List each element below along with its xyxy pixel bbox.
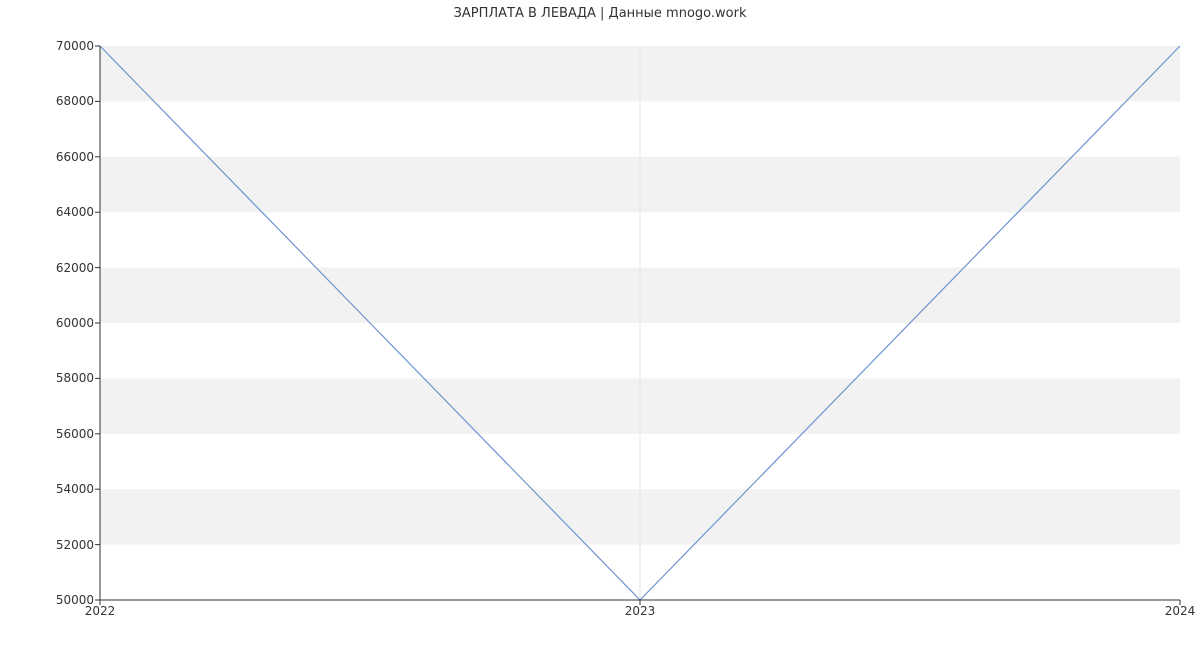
y-tick-label: 54000 — [34, 482, 94, 496]
y-tick-label: 56000 — [34, 427, 94, 441]
y-tick-label: 58000 — [34, 371, 94, 385]
y-tick-label: 60000 — [34, 316, 94, 330]
x-tick-label: 2024 — [1165, 604, 1196, 618]
y-tick-label: 64000 — [34, 205, 94, 219]
chart-svg — [100, 46, 1180, 600]
x-tick-label: 2022 — [85, 604, 116, 618]
plot-area — [100, 46, 1180, 600]
y-tick-label: 70000 — [34, 39, 94, 53]
x-tick-label: 2023 — [625, 604, 656, 618]
chart-title: ЗАРПЛАТА В ЛЕВАДА | Данные mnogo.work — [0, 6, 1200, 21]
y-tick-label: 62000 — [34, 261, 94, 275]
y-tick-label: 68000 — [34, 94, 94, 108]
y-tick-label: 66000 — [34, 150, 94, 164]
y-tick-label: 52000 — [34, 538, 94, 552]
